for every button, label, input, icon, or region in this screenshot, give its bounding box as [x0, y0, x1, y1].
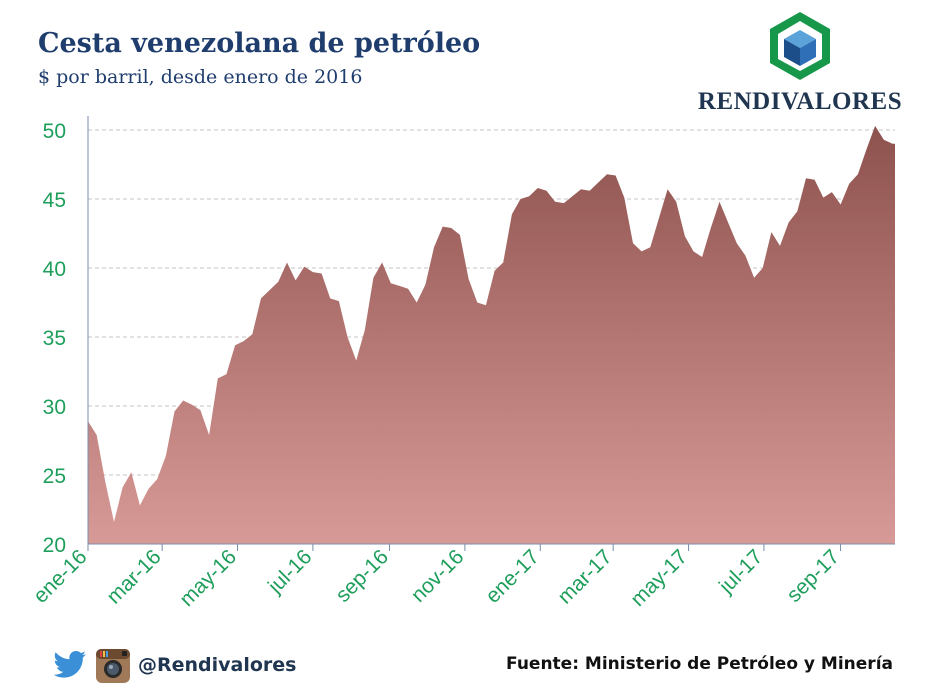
- data-source: Fuente: Ministerio de Petróleo y Minería: [506, 654, 893, 674]
- instagram-icon[interactable]: [95, 648, 131, 684]
- series-area: [88, 125, 895, 545]
- y-tick-label: 30: [43, 396, 66, 419]
- x-tick-label: jul-17: [714, 545, 767, 598]
- x-tick-labels: ene-16 mar-16 may-16 jul-16 sep-16 nov-16 ene-…: [29, 545, 844, 611]
- x-tick-label: mar-17: [553, 545, 616, 608]
- y-tick-label: 35: [43, 327, 66, 350]
- chart-title: Cesta venezolana de petróleo: [38, 28, 481, 59]
- y-tick-label: 20: [43, 534, 66, 557]
- axes: [87, 116, 895, 551]
- y-tick-label: 50: [43, 120, 66, 143]
- social-handle[interactable]: @Rendivalores: [138, 654, 297, 676]
- logo-cube-icon: [770, 12, 830, 80]
- x-tick-label: sep-16: [331, 545, 393, 607]
- x-tick-label: mar-16: [102, 545, 165, 608]
- y-tick-label: 25: [43, 465, 66, 488]
- x-tick-label: may-16: [175, 545, 241, 611]
- x-tick-label: jul-16: [263, 545, 316, 598]
- x-tick-label: sep-17: [782, 545, 844, 607]
- x-tick-label: may-17: [626, 545, 692, 611]
- y-tick-labels: 20 25 30 35 40 45 50: [43, 120, 66, 557]
- brand-logo: RENDIVALORES: [690, 8, 910, 118]
- twitter-icon[interactable]: [52, 650, 88, 680]
- chart-subtitle: $ por barril, desde enero de 2016: [38, 66, 363, 88]
- y-tick-label: 45: [43, 189, 66, 212]
- x-tick-label: nov-16: [407, 545, 469, 607]
- x-tick-label: ene-17: [481, 545, 544, 608]
- footer: @Rendivalores Fuente: Ministerio de Petr…: [0, 646, 941, 686]
- brand-name: RENDIVALORES: [697, 88, 903, 115]
- y-tick-label: 40: [43, 258, 66, 281]
